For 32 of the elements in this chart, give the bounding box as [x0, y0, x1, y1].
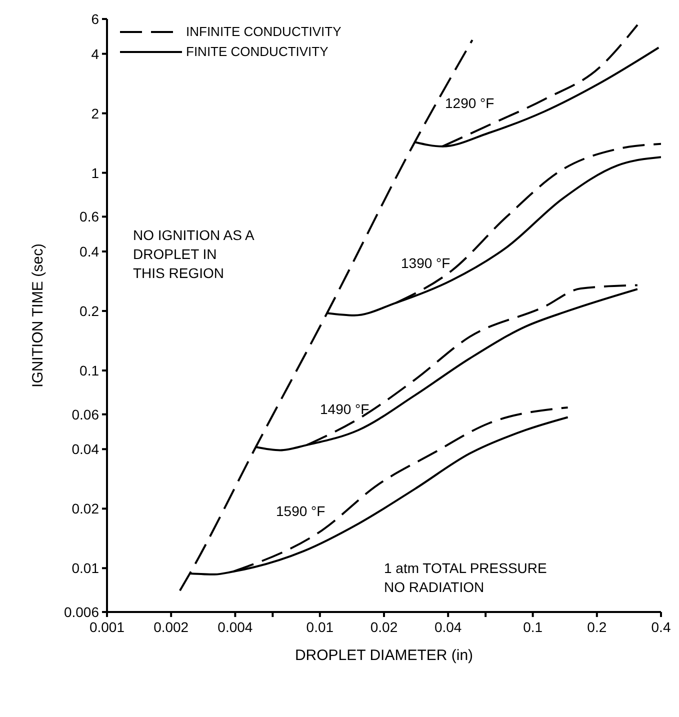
x-tick-label: 0.01 — [306, 618, 334, 635]
x-tick-label: 0.02 — [370, 618, 398, 635]
y-tick-label: 0.02 — [72, 500, 100, 517]
y-axis-title: IGNITION TIME (sec) — [29, 244, 46, 388]
x-tick-label: 0.1 — [523, 618, 543, 635]
x-tick-label: 0.001 — [89, 618, 125, 635]
annotation: 1290 °F — [445, 94, 494, 113]
x-tick-label: 0.4 — [651, 618, 671, 635]
y-tick-label: 0.2 — [80, 302, 100, 319]
x-axis-title: DROPLET DIAMETER (in) — [294, 647, 474, 664]
y-tick-label: 0.6 — [80, 208, 100, 225]
x-tick-label: 0.04 — [434, 618, 462, 635]
annotation: 1 atm TOTAL PRESSURE NO RADIATION — [384, 559, 547, 597]
y-tick-label: 6 — [91, 10, 100, 27]
x-tick-label: 0.002 — [154, 618, 189, 635]
legend-label: FINITE CONDUCTIVITY — [186, 43, 328, 61]
x-tick-label: 0.004 — [218, 618, 253, 635]
legend-label: INFINITE CONDUCTIVITY — [186, 23, 342, 41]
y-tick-label: 2 — [91, 105, 100, 122]
y-tick-label: 1 — [91, 164, 100, 181]
annotation: 1390 °F — [401, 254, 450, 273]
y-tick-label: 4 — [91, 46, 100, 62]
y-tick-label: 0.006 — [64, 604, 100, 620]
annotation: 1590 °F — [276, 502, 326, 521]
y-tick-label: 0.1 — [80, 362, 100, 378]
y-tick-label: 0.04 — [72, 441, 100, 458]
annotation: 1490 °F — [320, 400, 370, 419]
y-tick-label: 0.4 — [80, 243, 100, 260]
y-tick-label: 0.06 — [72, 406, 100, 422]
x-tick-label: 0.2 — [587, 618, 607, 635]
annotation: NO IGNITION AS A DROPLET IN THIS REGION — [133, 226, 254, 283]
y-tick-label: 0.01 — [72, 560, 100, 576]
